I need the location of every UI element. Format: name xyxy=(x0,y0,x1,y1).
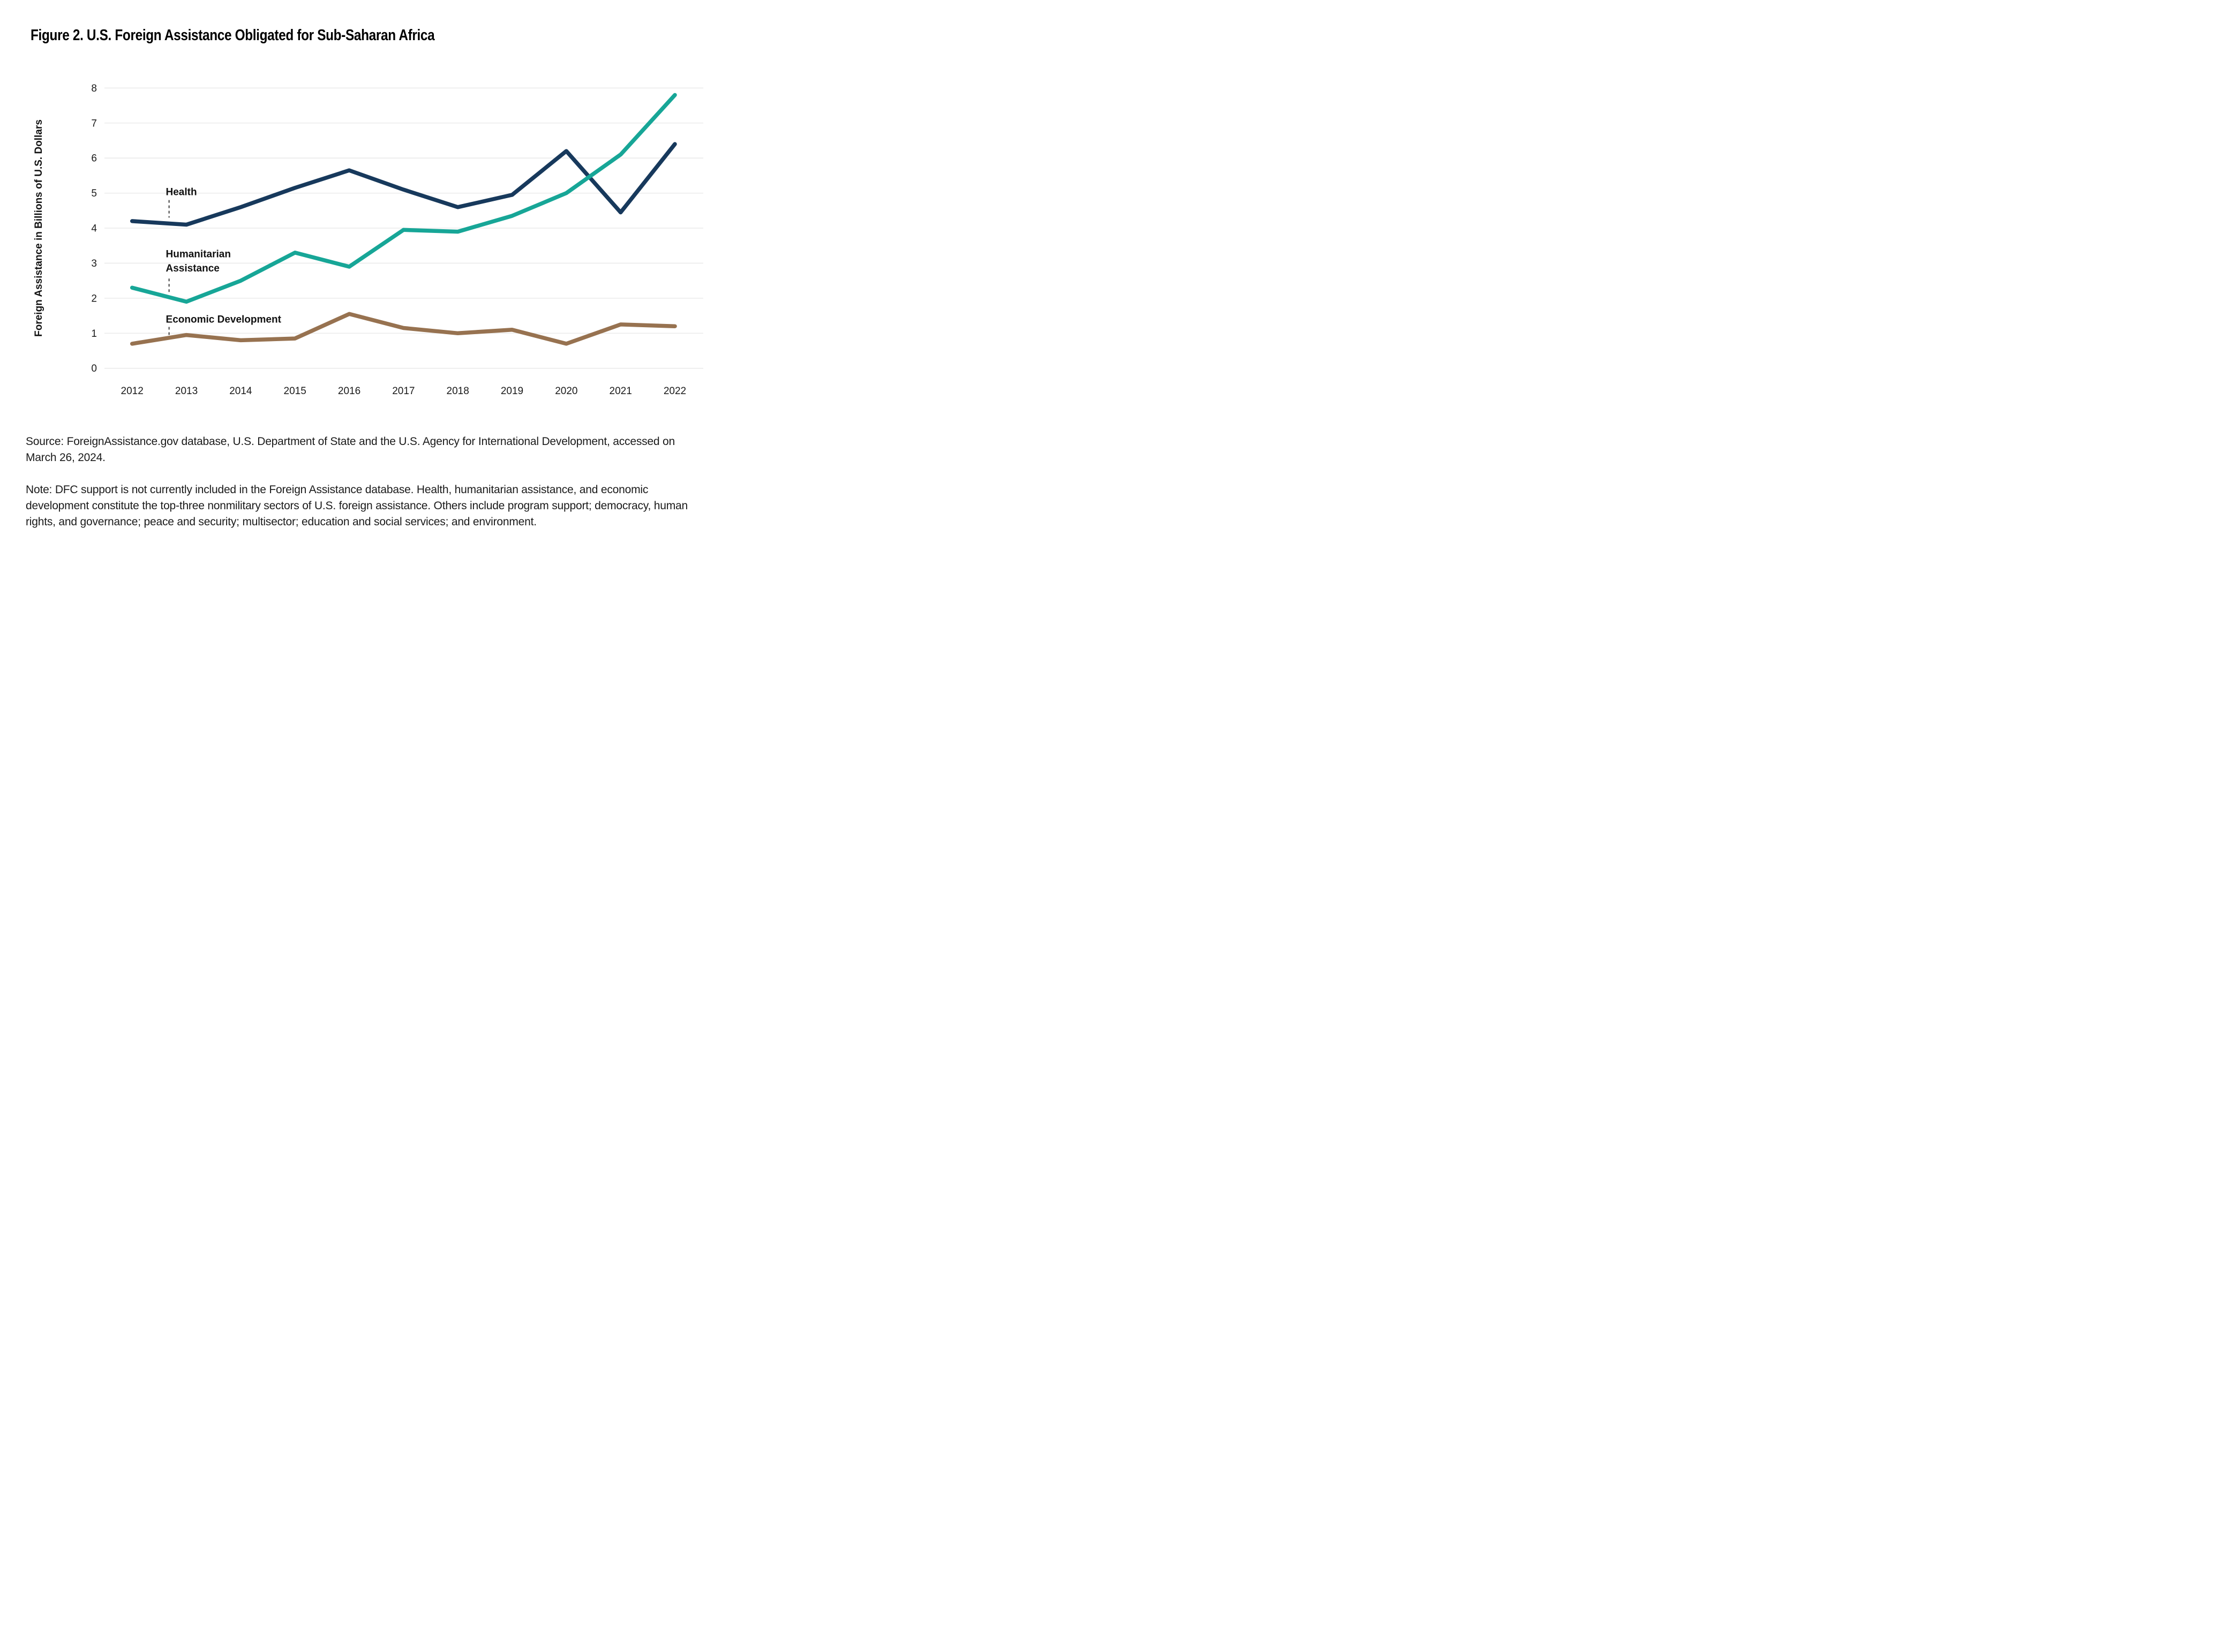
gridlines xyxy=(104,87,703,369)
figure-page: Figure 2. U.S. Foreign Assistance Obliga… xyxy=(0,0,744,550)
x-tick-label-2022: 2022 xyxy=(664,386,686,397)
y-tick-label-3: 3 xyxy=(91,258,97,269)
series-line-economic-development xyxy=(130,312,677,346)
x-tick-label-2019: 2019 xyxy=(501,386,523,397)
y-tick-label-5: 5 xyxy=(91,188,97,199)
x-tick-label-2015: 2015 xyxy=(284,386,306,397)
x-tick-label-2016: 2016 xyxy=(338,386,360,397)
x-tick-label-2012: 2012 xyxy=(121,386,144,397)
annotation-label-humanitarian-assistance-line1: Humanitarian xyxy=(166,248,231,260)
annotation-label-health: Health xyxy=(166,186,197,198)
annotation-label-economic-development: Economic Development xyxy=(166,314,282,326)
y-tick-label-2: 2 xyxy=(91,293,97,304)
y-tick-label-6: 6 xyxy=(91,153,97,164)
y-tick-label-7: 7 xyxy=(91,118,97,129)
y-tick-label-4: 4 xyxy=(91,223,97,235)
y-axis-title: Foreign Assistance in Billions of U.S. D… xyxy=(33,119,44,337)
y-axis-tick-labels: 0 1 2 3 4 5 6 7 8 xyxy=(91,83,97,374)
figure-title: Figure 2. U.S. Foreign Assistance Obliga… xyxy=(31,27,435,44)
source-text: Source: ForeignAssistance.gov database, … xyxy=(26,435,675,464)
series-line-humanitarian-assistance xyxy=(130,93,677,304)
series-annotations: Health Humanitarian Assistance Economic Dev… xyxy=(166,186,282,337)
y-tick-label-8: 8 xyxy=(91,83,97,94)
annotation-label-humanitarian-assistance-line2: Assistance xyxy=(166,263,220,274)
x-tick-label-2018: 2018 xyxy=(447,386,469,397)
line-chart: 0 1 2 3 4 5 6 7 8 2012 2013 2014 2015 2016 2017 2018 201… xyxy=(0,0,744,406)
x-tick-label-2020: 2020 xyxy=(555,386,577,397)
note-text: Note: DFC support is not currently inclu… xyxy=(26,484,688,528)
series-line-health xyxy=(130,142,677,227)
y-tick-label-0: 0 xyxy=(91,363,97,374)
x-tick-label-2014: 2014 xyxy=(229,386,252,397)
x-tick-label-2021: 2021 xyxy=(610,386,632,397)
x-axis-tick-labels: 2012 2013 2014 2015 2016 2017 2018 2019 2020 2021… xyxy=(121,386,687,397)
y-tick-label-1: 1 xyxy=(91,328,97,340)
x-tick-label-2013: 2013 xyxy=(175,386,198,397)
series-lines xyxy=(130,93,677,346)
x-tick-label-2017: 2017 xyxy=(392,386,415,397)
